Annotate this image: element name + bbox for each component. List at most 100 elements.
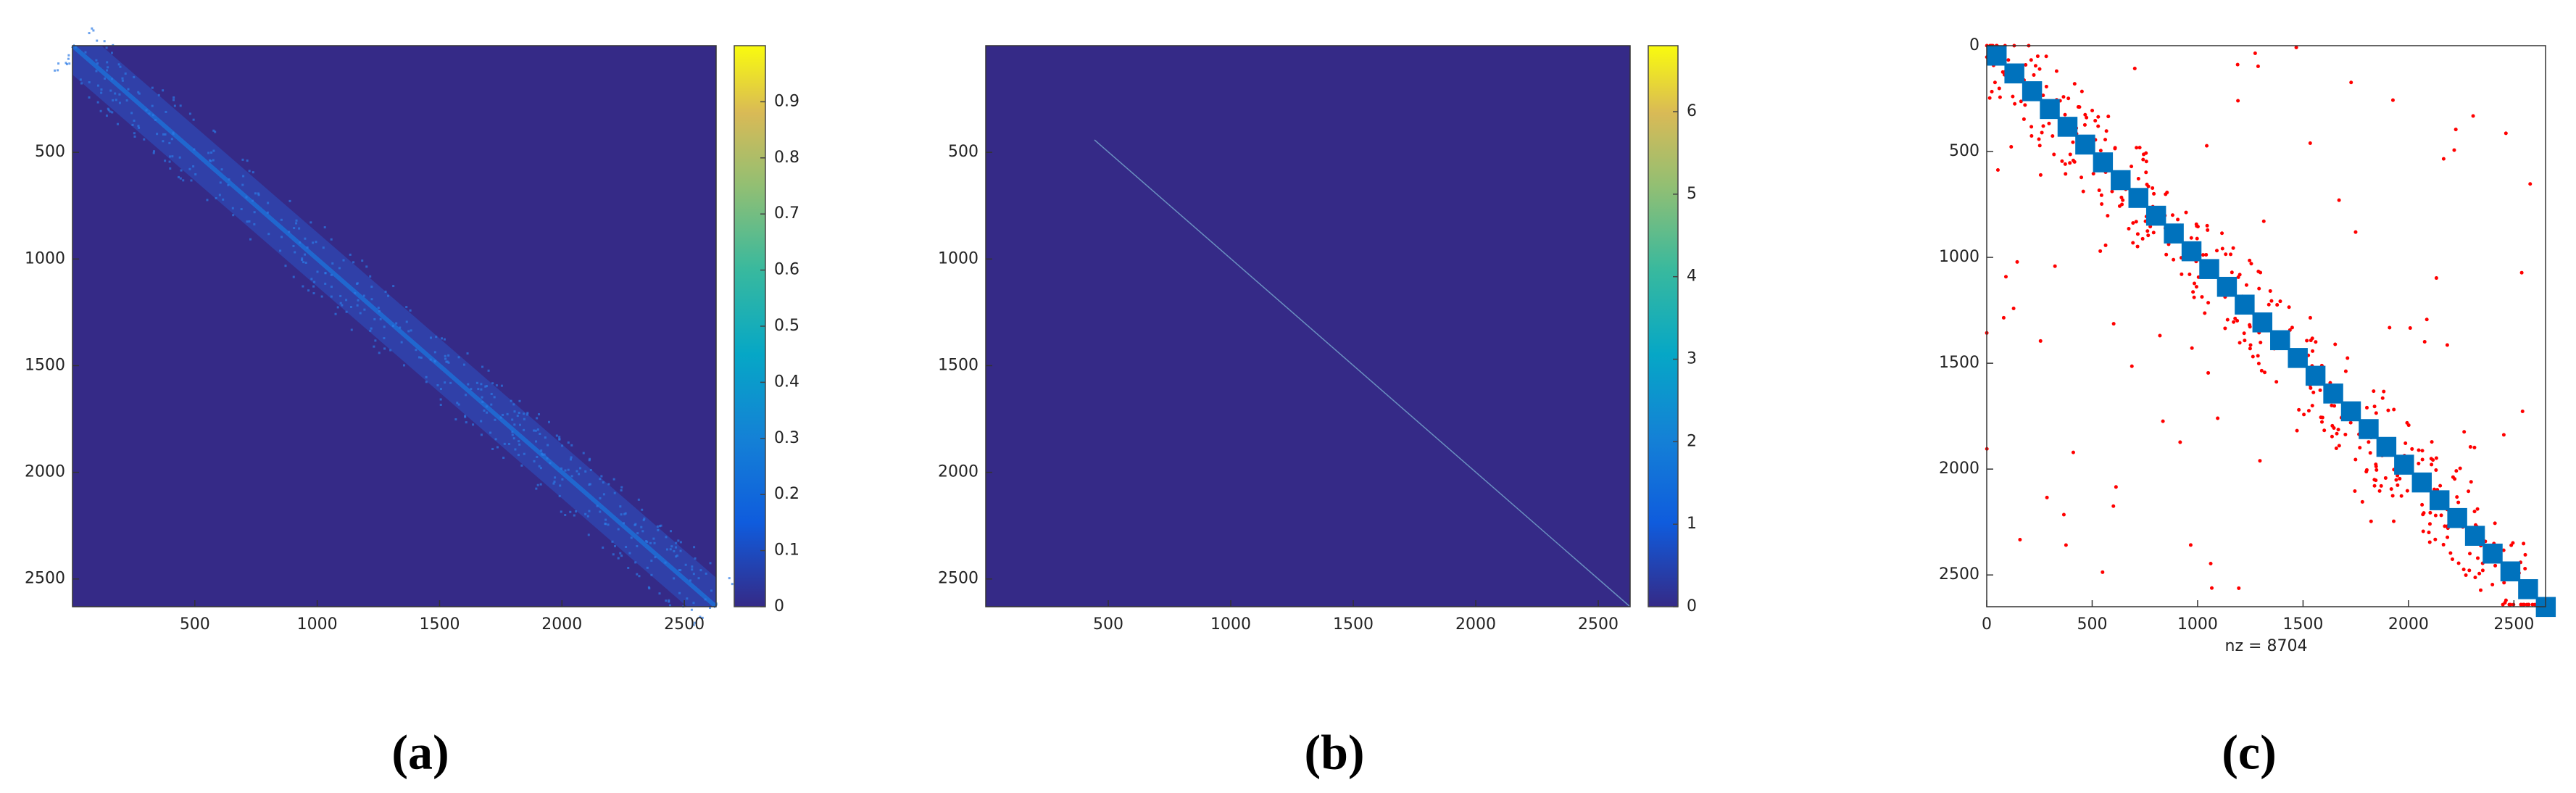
spy-dot — [2248, 346, 2252, 351]
y-tick-label: 1500 — [1939, 354, 1979, 372]
speckle — [480, 383, 483, 386]
colorbar-tick-label: 0.1 — [774, 541, 799, 560]
x-axis-label: nz = 8704 — [2225, 637, 2308, 655]
speckle — [731, 583, 734, 586]
spy-dot — [2314, 340, 2318, 344]
speckle — [553, 481, 556, 483]
speckle — [338, 267, 341, 270]
speckle — [570, 456, 573, 459]
spy-dot — [2433, 537, 2438, 541]
speckle — [513, 410, 516, 413]
speckle — [370, 327, 373, 330]
spy-block — [2235, 294, 2255, 315]
speckle — [324, 272, 327, 275]
speckle — [439, 388, 442, 391]
spy-dot — [2530, 602, 2535, 607]
spy-dot — [2024, 63, 2028, 67]
speckle — [559, 484, 562, 487]
subfigure-label: (a) — [391, 725, 449, 780]
speckle — [604, 518, 607, 521]
speckle — [691, 565, 694, 568]
speckle — [153, 150, 156, 153]
speckle — [636, 573, 639, 576]
spy-dot — [2256, 362, 2261, 366]
x-tick-label: 1500 — [2282, 615, 2323, 634]
speckle — [349, 253, 352, 256]
spy-dot — [2064, 543, 2068, 547]
spy-dot — [2040, 130, 2044, 135]
spy-dot — [2392, 519, 2396, 523]
spy-dot — [2090, 109, 2095, 113]
spy-dot — [2472, 510, 2477, 514]
speckle — [467, 383, 470, 386]
spy-dot — [2011, 306, 2016, 310]
spy-block — [2323, 383, 2343, 404]
spy-dot — [2427, 540, 2432, 544]
speckle — [330, 286, 333, 288]
speckle — [117, 63, 120, 66]
speckle — [95, 70, 98, 72]
speckle — [339, 294, 342, 297]
spy-dot — [2519, 602, 2523, 607]
speckle — [546, 457, 549, 460]
x-tick-label: 1000 — [1210, 615, 1251, 634]
spy-dot — [2224, 252, 2228, 257]
spy-dot — [2130, 165, 2134, 169]
spy-dot — [2047, 121, 2051, 125]
spy-dot — [2441, 157, 2446, 161]
spy-dot — [2206, 301, 2211, 305]
speckle — [457, 356, 460, 359]
spy-dot — [1987, 96, 1992, 100]
spy-dot — [2044, 84, 2048, 88]
spy-dot — [2106, 115, 2111, 119]
speckle — [331, 262, 334, 265]
spy-dot — [2358, 446, 2362, 450]
spy-dot — [2501, 548, 2506, 552]
speckle — [389, 349, 392, 352]
spy-dot — [2275, 303, 2280, 307]
x-tick-label: 2500 — [664, 615, 705, 634]
spy-dot — [2223, 326, 2227, 331]
spy-dot — [2336, 428, 2340, 432]
speckle — [638, 575, 641, 578]
speckle — [533, 429, 536, 432]
speckle — [584, 470, 587, 473]
spy-dot — [2193, 281, 2197, 286]
spy-dot — [2274, 380, 2279, 384]
spy-dot — [2205, 144, 2209, 148]
speckle — [180, 169, 183, 172]
speckle — [67, 57, 70, 60]
speckle — [248, 170, 251, 173]
speckle — [589, 468, 592, 471]
speckle — [575, 510, 578, 513]
speckle — [540, 452, 543, 455]
speckle — [151, 104, 154, 107]
spy-dot — [2379, 483, 2383, 488]
speckle — [552, 482, 555, 485]
speckle — [405, 306, 408, 309]
speckle — [178, 156, 181, 159]
speckle — [630, 536, 633, 539]
speckle — [409, 309, 412, 312]
speckle — [322, 246, 325, 249]
spy-dot — [2101, 570, 2105, 574]
speckle — [57, 62, 60, 65]
spy-dot — [2006, 58, 2011, 62]
speckle — [137, 91, 140, 94]
speckle — [434, 360, 437, 363]
speckle — [500, 384, 503, 387]
speckle — [658, 592, 661, 595]
spy-dot — [2111, 504, 2116, 508]
speckle — [383, 337, 386, 340]
speckle — [143, 138, 146, 141]
spy-dot — [2451, 475, 2455, 479]
speckle — [511, 431, 514, 433]
speckle — [602, 493, 605, 496]
spy-block — [2340, 401, 2361, 422]
speckle — [502, 413, 504, 416]
x-tick-label: 500 — [180, 615, 210, 634]
spy-dot — [2203, 311, 2207, 315]
spy-dot — [2480, 568, 2485, 573]
speckle — [586, 515, 589, 518]
speckle — [584, 512, 587, 515]
